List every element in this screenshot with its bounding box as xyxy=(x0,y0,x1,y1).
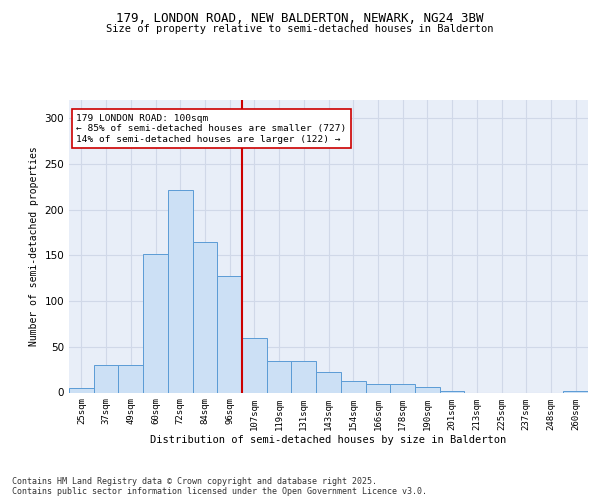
Bar xyxy=(217,276,242,392)
Bar xyxy=(292,360,316,392)
Text: Contains HM Land Registry data © Crown copyright and database right 2025.
Contai: Contains HM Land Registry data © Crown c… xyxy=(12,476,427,496)
Bar xyxy=(316,372,341,392)
Bar xyxy=(242,338,267,392)
Bar xyxy=(94,365,118,392)
X-axis label: Distribution of semi-detached houses by size in Balderton: Distribution of semi-detached houses by … xyxy=(151,435,506,445)
Text: Size of property relative to semi-detached houses in Balderton: Size of property relative to semi-detach… xyxy=(106,24,494,34)
Text: 179 LONDON ROAD: 100sqm
← 85% of semi-detached houses are smaller (727)
14% of s: 179 LONDON ROAD: 100sqm ← 85% of semi-de… xyxy=(76,114,347,144)
Y-axis label: Number of semi-detached properties: Number of semi-detached properties xyxy=(29,146,39,346)
Bar xyxy=(563,390,588,392)
Bar xyxy=(390,384,415,392)
Bar xyxy=(168,190,193,392)
Bar xyxy=(143,254,168,392)
Bar xyxy=(341,380,365,392)
Bar xyxy=(365,384,390,392)
Bar xyxy=(193,242,217,392)
Text: 179, LONDON ROAD, NEW BALDERTON, NEWARK, NG24 3BW: 179, LONDON ROAD, NEW BALDERTON, NEWARK,… xyxy=(116,12,484,26)
Bar xyxy=(69,388,94,392)
Bar xyxy=(118,365,143,392)
Bar xyxy=(267,360,292,392)
Bar xyxy=(440,390,464,392)
Bar xyxy=(415,387,440,392)
